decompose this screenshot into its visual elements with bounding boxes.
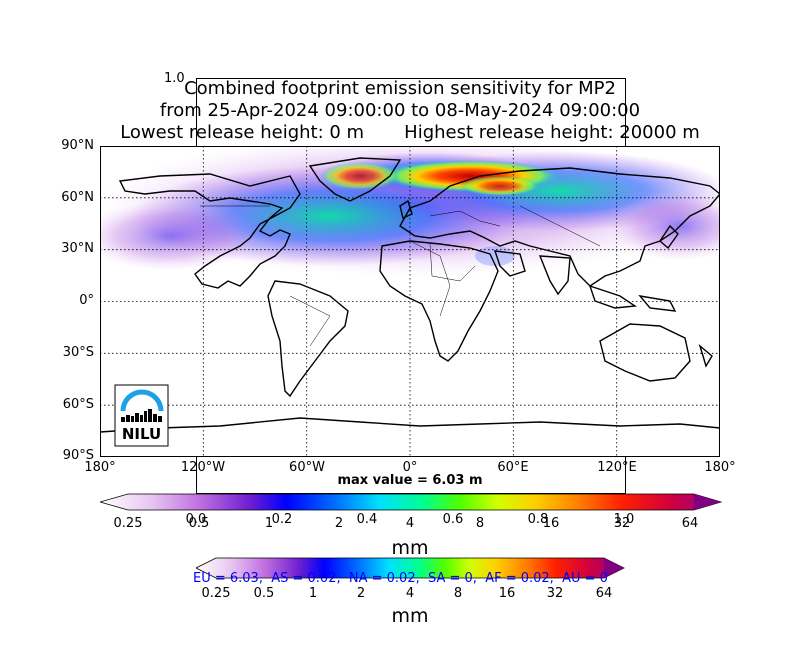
main-colorbar (100, 493, 722, 511)
sec-cb-tick-0: 0.25 (201, 586, 231, 601)
title-line-1: Combined footprint emission sensitivity … (184, 78, 616, 99)
nilu-skyline-icon (121, 409, 162, 422)
main-cb-tick-3: 2 (334, 516, 344, 531)
sec-cb-tick-8: 64 (595, 586, 613, 601)
nilu-arc-icon (120, 389, 164, 412)
lat-label-60n: 60°N (61, 190, 94, 205)
region-values-text: EU = 6.03, AS = 0.02, NA = 0.02, SA = 0,… (193, 571, 608, 586)
title-line-2: from 25-Apr-2024 09:00:00 to 08-May-2024… (159, 100, 641, 121)
lowest-release-height: Lowest release height: 0 m (120, 122, 365, 143)
lat-label-30s: 30°S (62, 345, 94, 360)
lon-label-120e: 120°E (597, 460, 637, 475)
country-borders (200, 205, 601, 347)
sec-cb-tick-5: 8 (453, 586, 463, 601)
sec-cb-tick-6: 16 (498, 586, 516, 601)
ghost-x-tick-5: 1.0 (613, 512, 635, 527)
ghost-x-tick-0: 0.0 (185, 512, 207, 527)
ghost-x-tick-1: 0.2 (271, 512, 293, 527)
sec-cb-tick-7: 32 (546, 586, 564, 601)
lon-label-120w: 120°W (180, 460, 226, 475)
lat-label-90s: 90°S (62, 448, 94, 463)
gridlines (100, 146, 720, 457)
lat-label-90n: 90°N (61, 138, 94, 153)
lon-label-60w: 60°W (289, 460, 325, 475)
secondary-colorbar (196, 557, 625, 579)
nilu-logo (114, 384, 169, 447)
sec-cb-tick-2: 1 (308, 586, 318, 601)
ghost-x-tick-2: 0.4 (356, 512, 378, 527)
main-cb-tick-6: 16 (542, 516, 560, 531)
lat-label-30n: 30°N (61, 241, 94, 256)
main-cb-tick-2: 1 (264, 516, 274, 531)
sec-cb-tick-3: 2 (356, 586, 366, 601)
main-cb-unit: mm (391, 537, 429, 559)
title-line-3: Lowest release height: 0 m Highest relea… (0, 122, 800, 144)
main-cb-tick-7: 32 (613, 516, 631, 531)
coastlines (100, 157, 720, 433)
main-cb-tick-8: 64 (681, 516, 699, 531)
lon-label-180w: 180° (84, 460, 116, 475)
main-cb-tick-1: 0.5 (188, 516, 210, 531)
sec-cb-tick-1: 0.5 (253, 586, 275, 601)
lat-label-60s: 60°S (62, 397, 94, 412)
main-cb-tick-4: 4 (405, 516, 415, 531)
lon-label-60e: 60°E (497, 460, 529, 475)
ghost-axis-top-tick: 1.0 (164, 71, 185, 86)
lat-label-0: 0° (79, 293, 94, 308)
lon-label-0: 0° (402, 460, 418, 475)
sec-cb-unit: mm (391, 605, 429, 627)
logo-text: NILU (121, 425, 162, 443)
highest-release-height: Highest release height: 20000 m (404, 122, 700, 143)
main-cb-tick-0: 0.25 (113, 516, 143, 531)
lon-label-180e: 180° (704, 460, 736, 475)
map-frame (100, 146, 720, 457)
ghost-x-tick-3: 0.6 (442, 512, 464, 527)
max-value-label: max value = 6.03 m (337, 473, 483, 488)
footprint-map (100, 146, 720, 457)
sec-cb-tick-4: 4 (405, 586, 415, 601)
ghost-x-tick-4: 0.8 (527, 512, 549, 527)
main-cb-tick-5: 8 (475, 516, 485, 531)
